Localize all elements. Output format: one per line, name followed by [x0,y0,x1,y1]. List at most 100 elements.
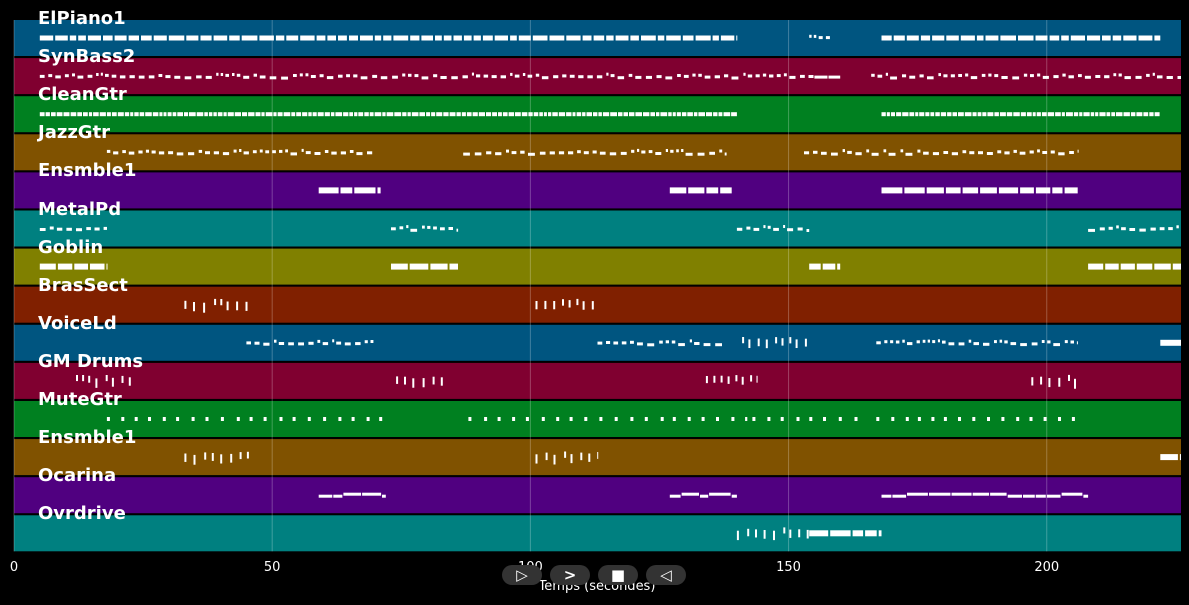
note [39,74,45,78]
note [274,339,277,343]
note [687,112,693,117]
note [720,187,732,194]
note [383,35,392,41]
note [724,152,727,156]
play-button[interactable]: ▷ [502,565,542,585]
note [1118,73,1122,77]
note [141,35,152,41]
note [578,75,584,79]
note [410,35,420,41]
note [340,151,346,155]
note [148,75,155,79]
note [907,492,928,496]
note [1076,341,1078,345]
note [343,112,349,117]
note [672,417,676,421]
note [888,152,896,156]
note [876,417,880,421]
note [1064,340,1068,344]
note [448,227,453,230]
x-tick-label: 50 [263,560,281,575]
note [129,75,135,79]
note [426,112,431,117]
note [353,74,358,78]
note [1108,226,1113,230]
note [1121,227,1126,231]
note [1050,150,1055,154]
stop-button[interactable]: ■ [598,565,638,585]
note [94,227,100,231]
note [252,150,257,154]
note [349,112,353,117]
note [216,72,219,76]
note [602,112,610,117]
note [735,375,738,382]
note [650,112,655,117]
back-button[interactable]: ◁ [646,565,686,585]
note [1019,151,1026,155]
note [932,340,936,344]
note [184,112,189,117]
note [588,453,591,462]
note [492,112,497,117]
note [302,112,308,117]
note [884,340,888,344]
note [159,112,163,117]
note [929,492,951,496]
note [39,112,45,117]
note [986,152,993,155]
note [234,112,241,117]
note [828,75,841,79]
note [580,452,583,461]
note [688,187,705,194]
note [391,263,408,270]
note [100,72,103,76]
note [1136,263,1153,270]
note [1055,112,1061,117]
note [527,74,533,78]
note [562,299,564,306]
note [917,417,921,421]
note [553,75,559,79]
note [902,74,907,78]
note [825,36,830,40]
note [316,35,326,41]
note [290,152,297,156]
note [681,492,699,496]
note [669,494,681,498]
note [461,112,466,117]
note [958,342,965,346]
note [111,74,117,78]
note [494,35,508,41]
note [145,112,152,117]
note [310,75,316,78]
note [77,75,84,79]
note [443,112,449,117]
note [521,112,528,117]
note [272,150,276,154]
note [360,76,368,80]
note [1099,227,1105,231]
note [745,417,748,421]
note [87,74,93,78]
note [431,112,436,117]
note [592,150,597,154]
note [1030,74,1034,78]
note [1001,417,1005,421]
note [535,454,538,464]
note [814,75,828,79]
x-tick-label: 0 [9,560,19,575]
note [635,112,642,117]
note [105,73,109,77]
note [985,35,999,41]
note [927,339,930,343]
track-name: Ensmble1 [38,427,137,449]
track-name: MetalPd [38,198,122,220]
track-name: BrasSect [38,274,128,296]
note [349,35,358,41]
note [300,35,315,41]
note [486,112,492,117]
note [706,112,713,117]
forward-button[interactable]: > [550,565,590,585]
note [220,417,224,421]
